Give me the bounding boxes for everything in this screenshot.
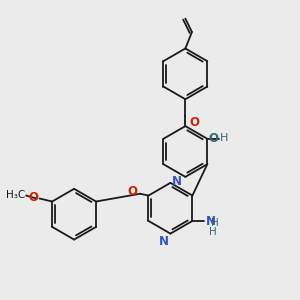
- Text: N: N: [159, 235, 169, 248]
- Text: H₃C: H₃C: [6, 190, 25, 200]
- Text: O: O: [189, 116, 199, 129]
- Text: N: N: [172, 176, 182, 188]
- Text: O: O: [128, 185, 138, 199]
- Text: H: H: [220, 133, 228, 143]
- Text: H: H: [211, 218, 219, 228]
- Text: O: O: [208, 132, 218, 145]
- Text: O: O: [28, 191, 38, 204]
- Text: H: H: [208, 227, 216, 238]
- Text: N: N: [206, 215, 215, 228]
